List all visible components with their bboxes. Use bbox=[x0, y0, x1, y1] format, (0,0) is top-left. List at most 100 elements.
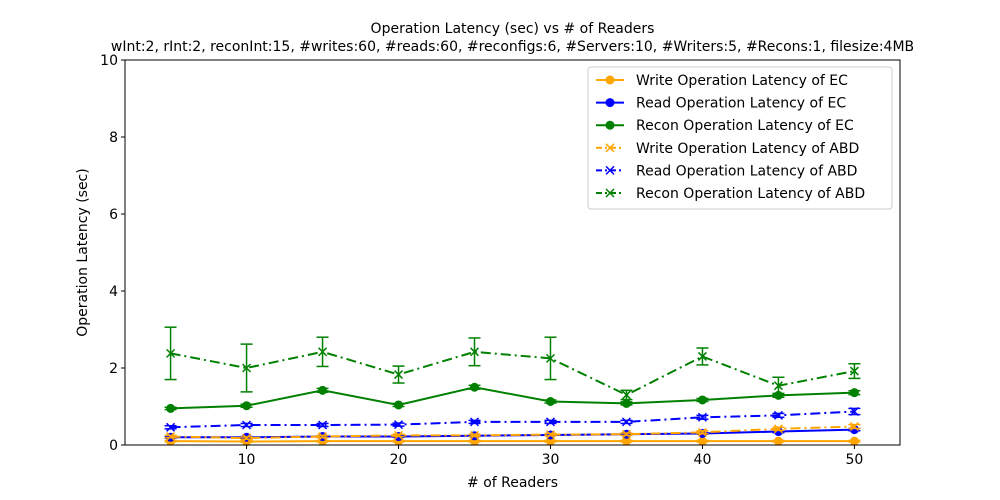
series-4 bbox=[164, 421, 861, 443]
x-marker-stroke bbox=[469, 430, 480, 440]
legend-item: Write Operation Latency of ABD bbox=[596, 141, 859, 157]
data-point bbox=[166, 403, 176, 413]
data-point bbox=[849, 421, 859, 432]
legend-swatch-marker bbox=[605, 75, 615, 85]
legend-item: Recon Operation Latency of EC bbox=[596, 118, 854, 134]
y-tick-label: 10 bbox=[100, 53, 118, 69]
x-axis-ticks: 10 20 30 40 50 bbox=[238, 445, 863, 468]
x-marker-stroke bbox=[393, 370, 404, 380]
x-marker-stroke bbox=[849, 366, 859, 376]
data-point bbox=[393, 420, 404, 430]
data-point bbox=[166, 431, 176, 442]
chart-subtitle: wInt:2, rInt:2, reconInt:15, #writes:60,… bbox=[111, 39, 914, 55]
y-tick-label: 8 bbox=[109, 130, 118, 146]
series-line bbox=[170, 410, 855, 429]
data-point bbox=[318, 420, 328, 430]
x-marker-stroke bbox=[605, 165, 615, 175]
x-marker-stroke bbox=[773, 424, 783, 434]
x-marker-stroke bbox=[849, 406, 859, 417]
x-marker-stroke bbox=[242, 363, 252, 373]
data-point bbox=[545, 417, 556, 427]
data-point bbox=[621, 429, 632, 439]
legend-label: Read Operation Latency of ABD bbox=[636, 163, 857, 179]
x-marker-stroke bbox=[605, 188, 615, 198]
x-marker-stroke bbox=[545, 417, 556, 427]
x-marker-stroke bbox=[318, 420, 328, 430]
data-point bbox=[469, 347, 480, 357]
x-marker-stroke bbox=[621, 429, 632, 439]
x-marker-stroke bbox=[697, 351, 707, 361]
x-tick-label: 40 bbox=[694, 452, 712, 468]
legend-swatch-marker bbox=[605, 188, 615, 198]
data-point bbox=[394, 400, 404, 410]
x-marker-stroke bbox=[545, 353, 556, 363]
x-marker-stroke bbox=[605, 143, 615, 153]
data-point bbox=[849, 436, 859, 446]
x-marker-stroke bbox=[469, 417, 480, 427]
data-point bbox=[242, 433, 252, 443]
y-axis-label: Operation Latency (sec) bbox=[75, 168, 91, 336]
x-marker-stroke bbox=[697, 427, 707, 437]
y-tick-label: 4 bbox=[109, 284, 118, 300]
data-point bbox=[545, 353, 556, 363]
x-marker-stroke bbox=[166, 348, 176, 358]
data-point bbox=[849, 406, 859, 417]
x-marker-stroke bbox=[318, 347, 328, 357]
legend-label: Recon Operation Latency of EC bbox=[636, 118, 854, 134]
x-marker-stroke bbox=[393, 430, 404, 440]
data-point bbox=[393, 370, 404, 380]
series-line bbox=[170, 350, 855, 397]
data-point bbox=[621, 417, 632, 427]
legend-swatch-marker bbox=[605, 120, 615, 130]
data-point bbox=[242, 401, 252, 411]
x-marker-stroke bbox=[393, 420, 404, 430]
series-1 bbox=[164, 436, 861, 447]
data-point bbox=[773, 436, 783, 446]
chart-title: Operation Latency (sec) vs # of Readers bbox=[371, 21, 655, 37]
series-line bbox=[170, 386, 855, 410]
data-point bbox=[773, 424, 783, 434]
x-marker-stroke bbox=[773, 381, 783, 391]
x-marker-stroke bbox=[166, 422, 176, 432]
y-axis-ticks: 0 2 4 6 8 10 bbox=[100, 53, 125, 454]
y-tick-label: 6 bbox=[109, 207, 118, 223]
x-marker-stroke bbox=[318, 431, 328, 442]
series-2 bbox=[164, 425, 861, 442]
data-point bbox=[545, 396, 555, 406]
legend-label: Recon Operation Latency of ABD bbox=[636, 186, 865, 202]
data-point bbox=[773, 381, 783, 391]
legend-item: Read Operation Latency of EC bbox=[596, 96, 846, 112]
data-point bbox=[697, 351, 707, 361]
x-marker-stroke bbox=[773, 410, 783, 420]
legend-item: Read Operation Latency of ABD bbox=[596, 163, 857, 179]
data-point bbox=[697, 436, 707, 446]
x-marker-stroke bbox=[621, 417, 632, 427]
data-point bbox=[621, 398, 631, 408]
data-point bbox=[318, 385, 328, 395]
data-point bbox=[849, 366, 859, 376]
series-6 bbox=[164, 326, 861, 401]
data-point bbox=[242, 363, 252, 373]
legend-item: Write Operation Latency of EC bbox=[596, 73, 848, 89]
x-marker-stroke bbox=[242, 420, 252, 430]
x-marker-stroke bbox=[697, 412, 707, 422]
data-point bbox=[242, 420, 252, 430]
data-point bbox=[773, 410, 783, 420]
data-point bbox=[697, 395, 707, 405]
data-point bbox=[469, 417, 480, 427]
data-point bbox=[621, 390, 632, 400]
legend-swatch-marker bbox=[605, 98, 615, 108]
data-point bbox=[318, 347, 328, 357]
data-point bbox=[545, 430, 556, 440]
series-line bbox=[170, 425, 855, 440]
x-marker-stroke bbox=[242, 433, 252, 443]
x-marker-stroke bbox=[545, 430, 556, 440]
x-tick-label: 50 bbox=[845, 452, 863, 468]
data-point bbox=[469, 430, 480, 440]
series-5 bbox=[164, 406, 861, 432]
legend-swatch-marker bbox=[605, 165, 615, 175]
x-axis-label: # of Readers bbox=[467, 475, 558, 491]
plot-area bbox=[164, 326, 861, 447]
